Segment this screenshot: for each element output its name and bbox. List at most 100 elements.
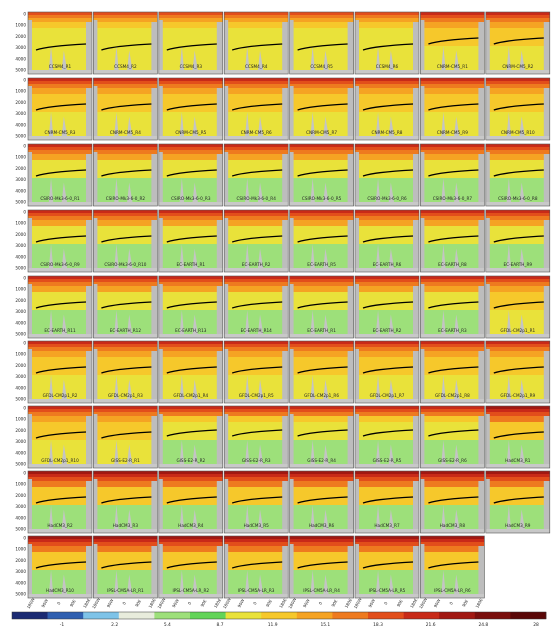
depth-band [485,147,550,150]
profile-panel: IPSL-CM5A-LR_R4 [289,535,354,599]
panel-frame [289,535,354,599]
depth-band [158,282,223,286]
panel-label: CSIRO-Mk3-6-0_R8 [498,196,538,201]
panel-label: GISS-E2-R_R1 [111,458,140,463]
panel-label: CNRM-CM5_R9 [437,130,468,135]
depth-band [93,84,158,88]
x-tick-label: 0 [56,601,62,606]
panel-frame [223,470,289,534]
depth-band [224,279,289,282]
depth-band [224,112,289,140]
profile-panel: CSIRO-Mk3-6-0_R7 [420,143,485,207]
depth-band [93,15,158,18]
y-tick-label: 2000 [15,166,26,171]
panel-label: CNRM-CM5_R2 [502,64,533,69]
depth-band [158,150,223,154]
profile-panel: CCSM4_R4 [223,11,289,75]
depth-band [289,422,354,440]
y-tick-label: 5000 [15,592,26,597]
depth-band [420,310,485,338]
y-tick-label: 3000 [15,111,26,116]
panel-label: EC-EARTH_R14 [241,328,273,333]
depth-band [28,542,92,546]
y-tick-label: 3000 [15,309,26,314]
depth-band [420,422,485,440]
depth-band [355,46,419,74]
isotherm-line [362,43,414,51]
depth-band [93,150,158,154]
profile-panel: HadCM3_R10 0 1000 2000 3000 4000 5000 [15,536,93,599]
isotherm-line [166,235,217,243]
depth-band [420,216,485,220]
y-tick-label: 1000 [15,23,26,28]
isotherm-line [231,496,283,504]
depth-band [355,28,419,46]
profile-panel: HadCM3_R3 [93,470,158,534]
depth-band [158,471,223,474]
panel-label: HadCM3_R6 [309,523,335,528]
depth-band [28,375,92,403]
depth-band [158,154,223,160]
panel-label: GFDL-CM2p1_R1 [500,328,535,333]
profile-panel: CNRM-CM5_R3 0 1000 2000 3000 4000 5000 [15,78,93,141]
depth-band [420,279,485,282]
y-tick-label: 0 [23,471,26,476]
panel-frame [158,405,224,469]
panel-frame [158,275,224,339]
panel-label: HadCM3_R7 [374,523,400,528]
panel-frame [93,535,158,599]
profile-panel: CNRM-CM5_R8 [354,77,420,141]
depth-band [355,375,419,403]
depth-band [289,144,354,147]
panel-frame [420,143,485,207]
profile-panel: CSIRO-Mk3-6-0_R1 0 1000 2000 3000 4000 5000 [15,144,93,207]
x-tick-label: 90W [433,598,442,608]
depth-band [355,144,419,147]
depth-band [28,347,92,351]
panel-label: CSIRO-Mk3-6-0_R10 [104,262,146,267]
x-tick-label: 0 [383,601,389,606]
isotherm-line [493,103,544,111]
panel-frame [420,470,485,534]
panel-label: CCSM4_R2 [114,64,137,69]
depth-band [289,46,354,74]
y-tick-label: 4000 [15,122,26,127]
y-tick-label: 5000 [15,462,26,467]
colorbar-swatch [12,612,48,619]
depth-band [224,15,289,18]
isotherm-line [493,37,544,45]
isotherm-line [35,103,87,111]
depth-band [485,412,550,416]
panel-frame [420,405,485,469]
depth-band [485,351,550,357]
isotherm-line [362,235,414,243]
y-tick-label: 0 [23,78,26,83]
depth-band [355,422,419,440]
isotherm-line [362,301,414,309]
depth-band [355,78,419,81]
depth-band [224,178,289,206]
depth-band [93,477,158,481]
y-tick-label: 5000 [15,266,26,271]
depth-band [224,18,289,22]
depth-band [355,15,419,18]
depth-band [158,46,223,74]
panel-frame [485,470,551,534]
panel-label: GFDL-CM2p1_R7 [370,393,405,398]
depth-band [355,341,419,344]
depth-band [28,84,92,88]
isotherm-line [166,496,217,504]
depth-band [420,440,485,468]
panel-frame [158,535,224,599]
x-tick-label: 180W [418,597,428,610]
y-tick-label: 4000 [15,385,26,390]
depth-band [93,481,158,487]
depth-band [420,505,485,533]
panel-label: GFDL-CM2p1_R6 [304,393,339,398]
depth-band [93,416,158,422]
depth-band [289,15,354,18]
x-tick-label: 90W [367,598,376,608]
isotherm-line [35,561,87,569]
panel-label: EC-EARTH_R2 [242,262,271,267]
depth-band [485,46,550,74]
